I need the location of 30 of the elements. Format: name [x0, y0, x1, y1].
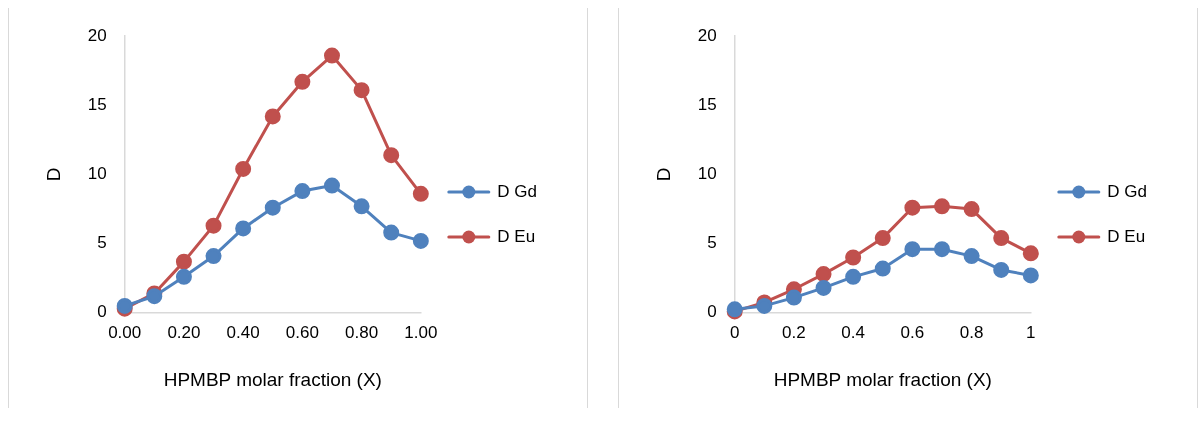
y-tick-label: 0 [707, 302, 717, 322]
y-tick-label: 20 [697, 25, 717, 45]
x-tick-label: 0.60 [285, 322, 319, 342]
y-tick-label: 15 [87, 95, 107, 115]
y-axis-title: D [42, 167, 64, 182]
legend-label: D Eu [497, 226, 536, 246]
x-axis-title: HPMBP molar fraction (X) [163, 368, 382, 390]
x-tick-label: 0 [729, 322, 740, 342]
x-tick-label: 0.40 [226, 322, 260, 342]
x-tick-label: 0.80 [345, 322, 379, 342]
x-axis-title: HPMBP molar fraction (X) [773, 368, 992, 390]
y-tick-label: 20 [87, 25, 107, 45]
x-tick-label: 0.00 [108, 322, 142, 342]
x-tick-label: 0.20 [167, 322, 201, 342]
x-tick-label: 0.2 [782, 322, 806, 342]
x-tick-label: 1 [1026, 322, 1036, 342]
y-tick-label: 10 [87, 164, 107, 184]
x-tick-label: 0.6 [900, 322, 925, 342]
y-tick-label: 15 [697, 95, 717, 115]
legend-label: D Gd [497, 181, 538, 201]
x-tick-label: 0.8 [959, 322, 984, 342]
y-tick-label: 10 [697, 164, 717, 184]
y-tick-label: 5 [97, 233, 107, 253]
legend-label: D Gd [1107, 181, 1148, 201]
y-axis-title: D [652, 167, 674, 182]
y-tick-label: 0 [97, 302, 107, 322]
y-tick-label: 5 [707, 233, 717, 253]
legend-label: D Eu [1107, 226, 1146, 246]
x-tick-label: 1.00 [404, 322, 438, 342]
x-tick-label: 0.4 [841, 322, 865, 342]
